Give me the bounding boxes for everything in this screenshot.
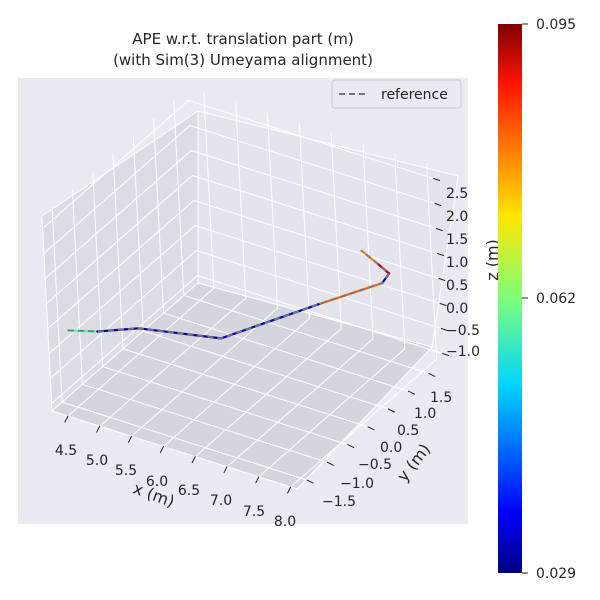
grid-line <box>192 175 438 254</box>
y-tick-labels: −1.5 −1.0 −0.5 0.0 0.5 1.0 1.5 <box>322 390 452 510</box>
grid-line <box>99 297 247 427</box>
reference-line <box>67 249 391 340</box>
z-tick-mark <box>439 303 447 306</box>
x-tick-label: 4.5 <box>55 443 77 459</box>
legend-box <box>331 79 462 109</box>
grid-line <box>197 275 444 354</box>
z-tick-mark <box>442 353 450 356</box>
x-tick-label: 7.0 <box>210 493 232 509</box>
z-tick-labels: −1.0 −0.5 0.0 0.5 1.0 1.5 2.0 2.5 <box>446 186 480 360</box>
grid-line <box>47 200 195 329</box>
x-tick-mark <box>287 486 292 494</box>
colorbar-tick-label: 0.095 <box>536 17 576 33</box>
y-tick-label: 0.5 <box>397 423 419 439</box>
z-tick-label: −0.5 <box>446 323 480 339</box>
grid-line <box>102 366 349 446</box>
grid-line <box>49 250 197 379</box>
grid-line <box>122 348 369 428</box>
x-tick-label: 6.0 <box>146 474 168 490</box>
y-tick-label: −1.0 <box>340 476 374 492</box>
x-tick-labels: 4.5 5.0 5.5 6.0 6.5 7.0 7.5 8.0 <box>55 443 296 530</box>
grid-line <box>188 100 435 179</box>
z-tick-mark <box>438 278 446 281</box>
grid-line <box>42 100 190 229</box>
x-tick-label: 7.5 <box>243 504 265 520</box>
z-tick-label: −1.0 <box>446 344 480 360</box>
grid-line <box>46 175 193 304</box>
grid-line <box>142 330 389 410</box>
y-tick-label: −0.5 <box>358 457 392 473</box>
y-tick-mark <box>306 479 314 484</box>
x-tick-mark <box>191 456 196 464</box>
chart-title: APE w.r.t. translation part (m) <box>132 30 353 48</box>
x-tick-label: 8.0 <box>274 514 296 530</box>
z-tick-label: 2.5 <box>446 186 468 202</box>
grid-line <box>194 328 342 458</box>
grid-line <box>183 294 430 374</box>
y-tick-mark <box>428 372 436 377</box>
z-tick-mark <box>435 228 443 231</box>
grid-lines <box>42 92 444 488</box>
grid-line <box>189 125 436 204</box>
grid-line <box>131 307 278 437</box>
z-tick-label: 0.5 <box>446 278 468 294</box>
z-tick-mark <box>437 253 444 256</box>
trajectory <box>66 249 391 340</box>
z-tick-mark <box>433 178 441 181</box>
grid-line <box>43 125 191 254</box>
pane-floor <box>51 282 433 490</box>
x-tick-label: 5.0 <box>86 453 108 469</box>
y-tick-mark <box>408 390 415 395</box>
grid-line <box>290 358 438 488</box>
grid-line <box>195 250 442 329</box>
x-tick-mark <box>255 476 260 484</box>
colorbar-tick-label: 0.062 <box>536 291 576 307</box>
y-tick-label: 1.5 <box>430 390 452 406</box>
y-tick-label: 1.0 <box>414 406 436 422</box>
z-tick-mark <box>440 328 448 331</box>
chart-subtitle: (with Sim(3) Umeyama alignment) <box>113 51 373 69</box>
grid-line <box>162 318 310 447</box>
y-tick-mark <box>326 461 334 466</box>
legend-label: reference <box>381 87 448 103</box>
grid-line <box>81 383 328 463</box>
grid-line <box>193 200 440 279</box>
grid-line <box>258 348 406 478</box>
grid-line <box>61 401 308 481</box>
grid-line <box>194 225 441 304</box>
z-tick-label: 1.0 <box>446 255 468 271</box>
x-tick-mark <box>159 446 164 453</box>
y-tick-label: 0.0 <box>380 440 402 456</box>
tick-marks <box>64 178 450 494</box>
y-tick-mark <box>367 426 375 431</box>
grid-line <box>226 338 374 468</box>
x-tick-label: 6.5 <box>178 483 200 499</box>
y-tick-label: −1.5 <box>322 494 356 510</box>
x-tick-mark <box>64 415 69 423</box>
z-axis-label: z (m) <box>483 239 502 281</box>
grid-line <box>51 275 199 404</box>
legend: reference <box>331 79 462 109</box>
grid-line <box>48 225 196 354</box>
x-tick-label: 5.5 <box>115 463 137 479</box>
x-tick-mark <box>128 435 132 443</box>
x-tick-mark <box>223 466 228 474</box>
colorbar-gradient <box>498 24 522 573</box>
grid-line <box>67 287 215 417</box>
y-tick-mark <box>387 408 395 413</box>
y-tick-mark <box>347 444 355 449</box>
z-tick-mark <box>434 203 442 206</box>
grid-line <box>44 150 192 279</box>
z-tick-label: 0.0 <box>446 301 468 317</box>
grid-line <box>163 312 409 392</box>
z-tick-label: 2.0 <box>446 209 468 225</box>
colorbar-tick-label: 0.029 <box>536 566 576 582</box>
grid-line <box>190 150 437 229</box>
x-tick-mark <box>96 425 101 433</box>
colorbar: 0.095 0.062 0.029 <box>498 17 576 582</box>
z-tick-label: 1.5 <box>446 232 468 248</box>
